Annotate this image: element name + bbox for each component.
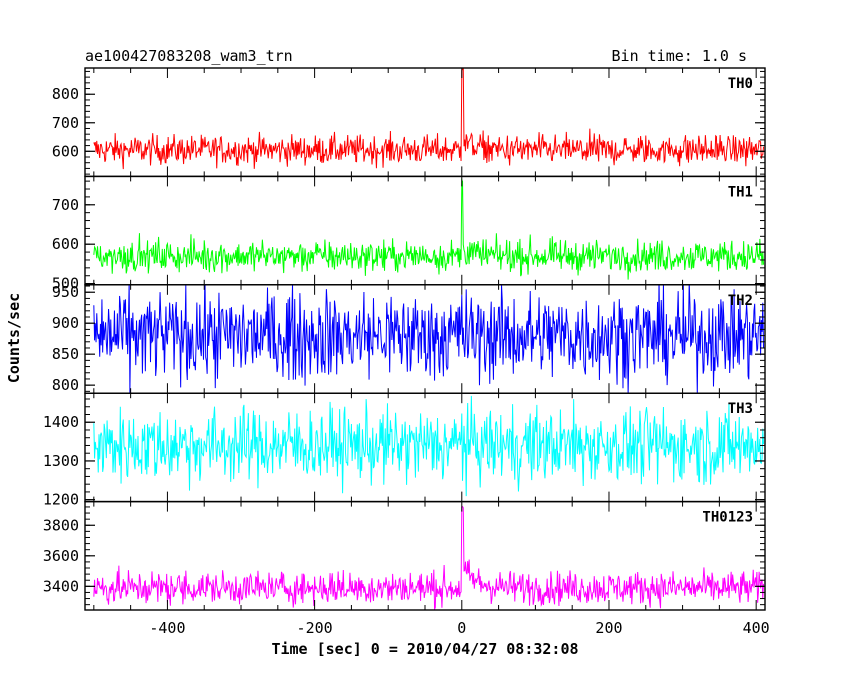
series-line-th2 [93, 284, 765, 394]
panel-th2: 800 850 900 950 TH2 [52, 283, 766, 394]
series-line-th0123 [93, 505, 765, 610]
y-tick-label: 3400 [43, 577, 79, 595]
panels: 600 700 800 TH0 500 600 700 TH1 800 850 900 950 TH2 1… [43, 67, 770, 637]
y-tick-label: 800 [52, 85, 79, 103]
y-tick-label: 1200 [43, 491, 79, 509]
panel-label-th0123: TH0123 [702, 510, 753, 526]
x-tick-label: -200 [297, 619, 333, 637]
y-tick-label: 600 [52, 142, 79, 160]
y-tick-label: 500 [52, 275, 79, 293]
series-line-th1 [93, 178, 765, 280]
panel-th0123: 3400 3600 3800 TH0123 [43, 500, 766, 611]
panel-th0: 600 700 800 TH0 [52, 67, 766, 178]
panel-frame [84, 175, 766, 286]
x-tick-label: 400 [743, 619, 770, 637]
y-tick-label: 900 [52, 314, 79, 332]
y-tick-label: 800 [52, 376, 79, 394]
chart-title-right: Bin time: 1.0 s [612, 47, 747, 65]
y-tick-label: 3800 [43, 516, 79, 534]
panel-label-th3: TH3 [728, 401, 753, 417]
y-tick-label: 850 [52, 345, 79, 363]
panel-th1: 500 600 700 TH1 [52, 175, 766, 293]
x-tick-label: -400 [149, 619, 185, 637]
x-tick-label: 0 [457, 619, 466, 637]
panel-label-th2: TH2 [728, 293, 753, 309]
y-tick-label: 1300 [43, 452, 79, 470]
y-axis-title: Counts/sec [5, 293, 23, 383]
panel-label-th1: TH1 [728, 184, 753, 200]
y-tick-label: 3600 [43, 547, 79, 565]
panel-frame [84, 67, 766, 178]
y-tick-label: 950 [52, 283, 79, 301]
y-tick-label: 700 [52, 196, 79, 214]
chart-title-left: ae100427083208_wam3_trn [85, 47, 293, 65]
y-tick-label: 700 [52, 114, 79, 132]
y-tick-label: 1400 [43, 413, 79, 431]
panel-label-th0: TH0 [728, 76, 753, 92]
x-tick-label: 200 [595, 619, 622, 637]
series-line-th3 [93, 395, 765, 497]
series-line-th0 [93, 68, 765, 170]
y-tick-label: 600 [52, 235, 79, 253]
x-axis-title: Time [sec] 0 = 2010/04/27 08:32:08 [271, 640, 578, 658]
panel-th3: 1200 1300 1400 TH3 [43, 392, 766, 509]
